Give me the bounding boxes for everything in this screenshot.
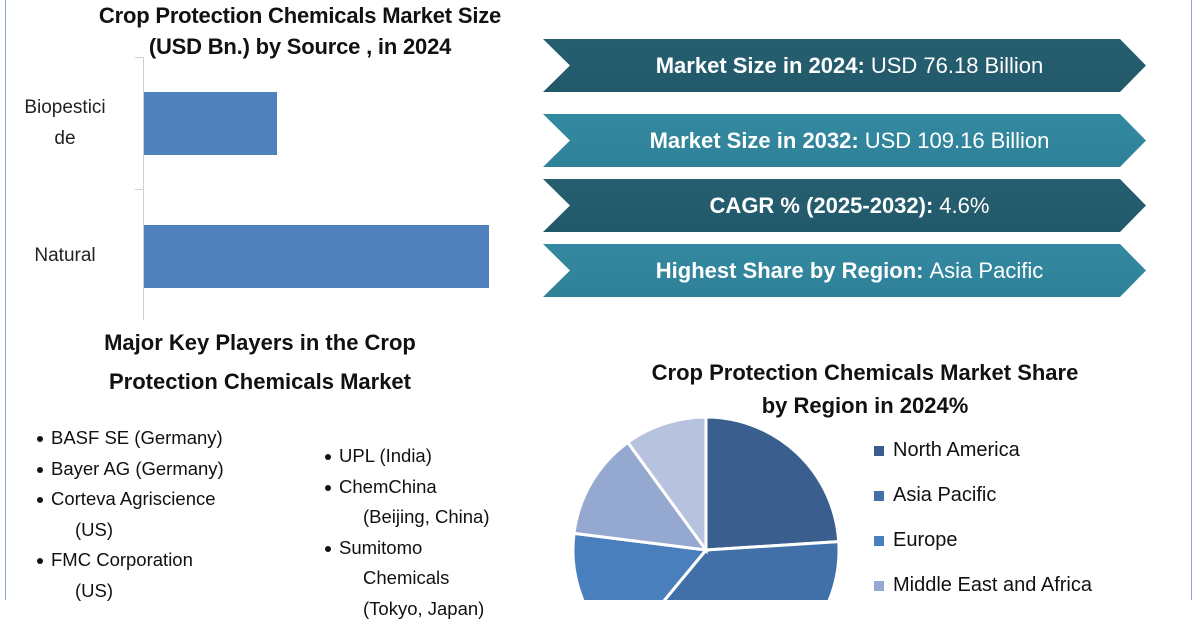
legend-swatch [874,536,884,546]
legend-swatch [874,491,884,501]
legend-item-north-america: North America [874,428,1092,473]
pie-slices [573,417,839,600]
pie-slice-north-america [706,417,839,550]
legend-label: Middle East and Africa [893,574,1092,597]
legend-item-middle-east-africa: Middle East and Africa [874,563,1092,608]
legend-swatch [874,446,884,456]
legend-item-europe: Europe [874,518,1092,563]
legend-label: North America [893,439,1020,462]
pie-legend: North America Asia Pacific Europe Middle… [874,428,1092,608]
legend-label: Asia Pacific [893,484,996,507]
legend-label: Europe [893,529,958,552]
legend-swatch [874,581,884,591]
legend-item-asia-pacific: Asia Pacific [874,473,1092,518]
